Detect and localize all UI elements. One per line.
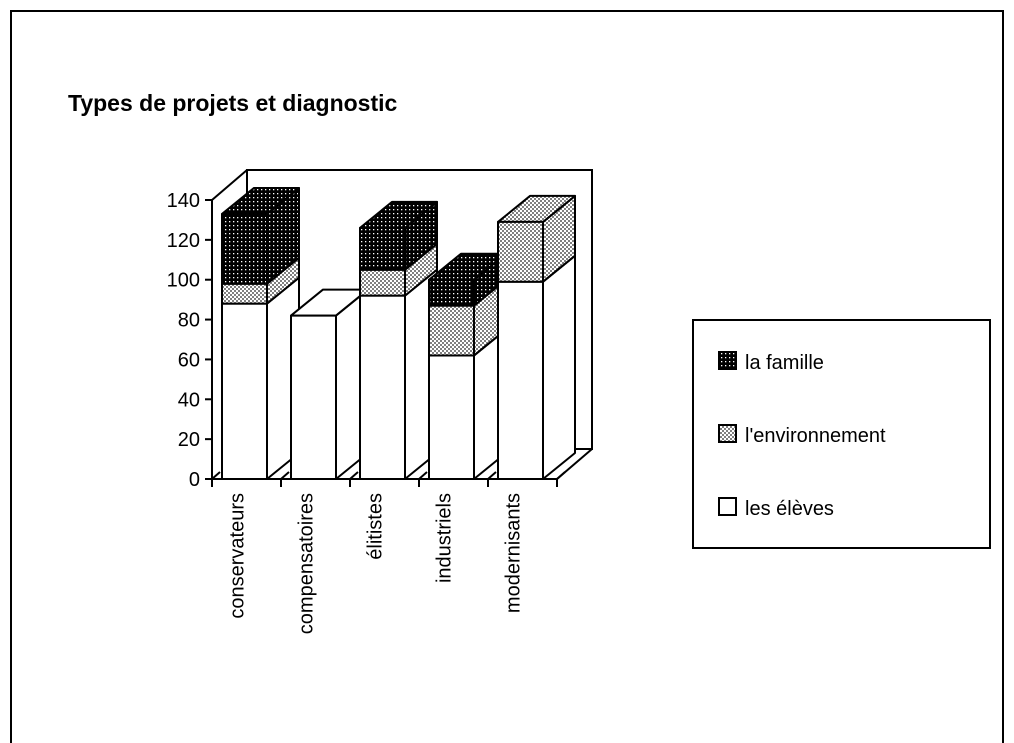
bar xyxy=(428,304,475,357)
y-tick-label: 40 xyxy=(178,389,200,411)
bar xyxy=(359,268,406,297)
floor-line xyxy=(418,471,428,480)
y-tick-label: 0 xyxy=(189,469,200,491)
bar xyxy=(428,354,475,481)
y-tick-label: 20 xyxy=(178,429,200,451)
chart-title: Types de projets et diagnostic xyxy=(68,90,398,116)
bar xyxy=(221,212,268,285)
x-tick-label: modernisants xyxy=(503,493,525,613)
floor-line xyxy=(556,471,566,480)
bar xyxy=(497,220,544,283)
bar xyxy=(359,226,406,271)
legend xyxy=(692,319,991,549)
bar-side xyxy=(542,254,576,480)
legend-label: l'environnement xyxy=(745,425,886,447)
bar xyxy=(428,278,475,307)
floor-line xyxy=(280,471,290,480)
y-tick-label: 100 xyxy=(167,270,200,292)
bar xyxy=(497,280,544,481)
y-tick-label: 60 xyxy=(178,349,200,371)
floor-line xyxy=(211,471,221,480)
legend-swatch xyxy=(718,497,737,516)
y-tick-label: 80 xyxy=(178,310,200,332)
bar xyxy=(221,302,268,480)
bar xyxy=(359,294,406,480)
wall-edge xyxy=(211,169,248,201)
legend-label: les élèves xyxy=(745,498,834,520)
bar xyxy=(290,314,337,481)
x-tick-label: industriels xyxy=(434,493,456,583)
x-tick-label: compensatoires xyxy=(296,493,318,634)
x-tick-label: élitistes xyxy=(365,493,387,560)
floor-line xyxy=(349,471,359,480)
legend-swatch xyxy=(718,351,737,370)
legend-swatch xyxy=(718,424,737,443)
bar xyxy=(221,282,268,305)
x-tick-label: conservateurs xyxy=(227,493,249,619)
legend-label: la famille xyxy=(745,352,824,374)
floor-line xyxy=(487,471,497,480)
y-tick-label: 120 xyxy=(167,230,200,252)
y-tick-label: 140 xyxy=(167,190,200,212)
